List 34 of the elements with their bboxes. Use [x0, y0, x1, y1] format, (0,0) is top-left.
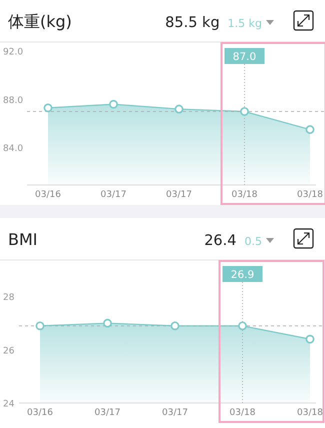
x-tick-label: 03/17 [100, 190, 126, 200]
point [306, 334, 314, 344]
y-tick-label: 92.0 [3, 48, 24, 58]
x-tick-label: 03/17 [94, 408, 120, 418]
text: 85.5 kg [165, 15, 220, 31]
ref-line-label: 87.0 [232, 51, 256, 63]
point [109, 100, 118, 109]
x-tick-label: 03/18 [297, 408, 324, 418]
chart-title: 体重(kg) [8, 12, 72, 31]
chart-title: BMI [8, 230, 38, 249]
point [44, 103, 52, 112]
point [238, 321, 247, 330]
point [306, 125, 314, 134]
x-tick-label: 03/16 [35, 190, 62, 200]
point [174, 104, 184, 114]
point [170, 321, 180, 330]
x-tick-label: 03/17 [166, 190, 192, 200]
x-tick-label: 03/17 [162, 408, 188, 418]
point [36, 321, 44, 330]
text: 1.5 kg [228, 17, 262, 30]
y-tick-label: 88.0 [3, 96, 24, 106]
y-tick-label: 26 [3, 346, 15, 356]
y-tick-label: 84.0 [3, 144, 24, 154]
point [103, 318, 112, 328]
y-tick-label: 24 [3, 400, 15, 410]
x-tick-label: 03/18 [230, 408, 256, 418]
x-tick-label: 03/18 [232, 190, 258, 200]
text: 26.4 [204, 233, 236, 249]
y-tick-label: 28 [3, 293, 15, 304]
point [240, 107, 249, 116]
x-tick-label: 03/16 [27, 408, 54, 418]
ref-line-label: 26.9 [230, 269, 254, 281]
text: 0.5 [244, 235, 262, 248]
x-tick-label: 03/18 [297, 190, 324, 200]
